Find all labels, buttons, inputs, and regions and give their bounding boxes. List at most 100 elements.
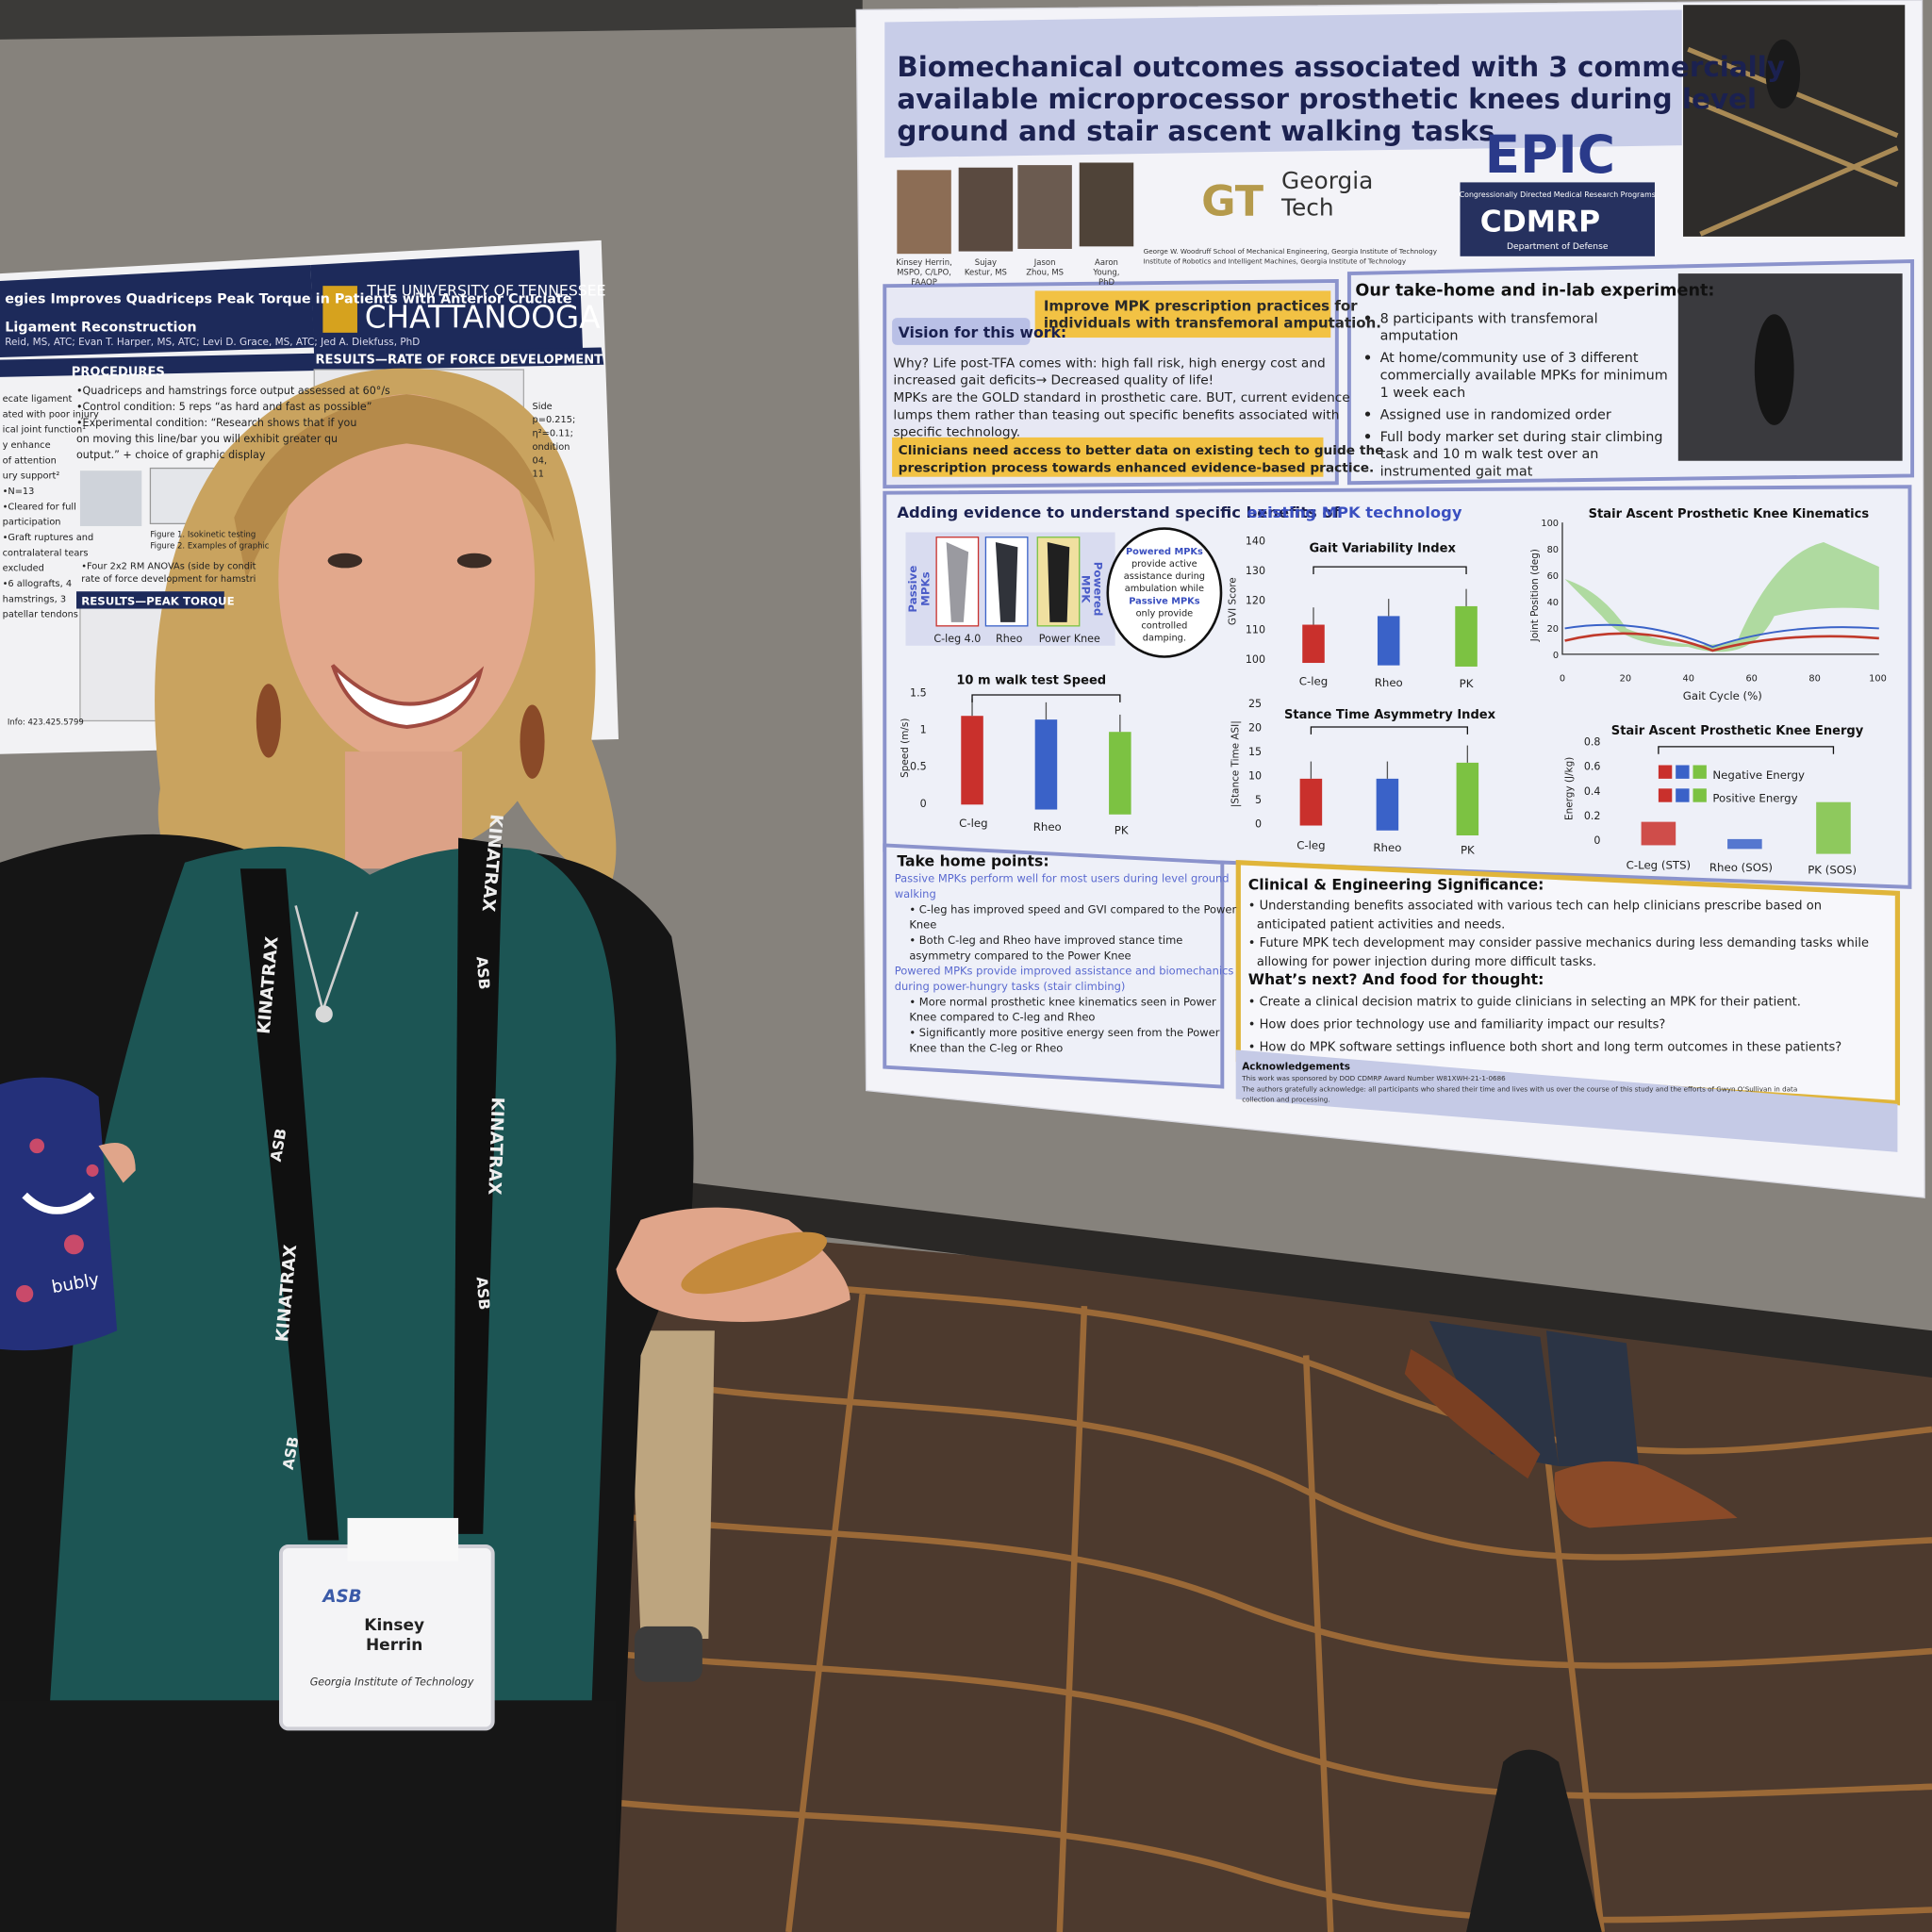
y-tick-label: 130: [1246, 565, 1265, 577]
kinematics-band-2: [1564, 632, 1879, 652]
y-tick-label: 100: [1246, 653, 1265, 666]
device-rheo-shape: [995, 541, 1018, 622]
left-column-line: contralateral tears: [3, 548, 89, 558]
bubble-line: ambulation while: [1125, 584, 1204, 594]
bar: [1455, 605, 1478, 667]
next-line: • Create a clinical decision matrix to g…: [1248, 995, 1801, 1009]
author-name: Jason: [1033, 258, 1056, 268]
y-tick-label: 40: [1547, 598, 1559, 608]
takehome-line: Knee than the C-leg or Rheo: [909, 1041, 1063, 1054]
vision-body: specific technology.: [893, 425, 1020, 440]
device-cleg-shape: [946, 541, 969, 622]
bubble-line: provide active: [1131, 559, 1197, 570]
epic-logo: EPIC: [1485, 124, 1615, 185]
y-tick-label: 25: [1248, 698, 1262, 710]
legend-swatch: [1658, 765, 1673, 779]
bystander-shoe: [634, 1626, 702, 1682]
axis-label: Speed (m/s): [900, 718, 911, 778]
stats-line: 04,: [533, 455, 548, 466]
poster-title: available microprocessor prosthetic knee…: [897, 83, 1757, 115]
evidence-highlight: existing MPK technology: [1247, 504, 1461, 521]
vision-callout: Clinicians need access to better data on…: [899, 443, 1384, 458]
author-name: Aaron: [1095, 258, 1118, 268]
author-name: Sujay: [975, 258, 997, 268]
cdmrp-tagline: Congressionally Directed Medical Researc…: [1460, 190, 1656, 199]
gt-logo: GT: [1201, 178, 1264, 226]
bar: [1456, 762, 1479, 835]
device-label: Rheo: [996, 633, 1023, 645]
passive-label: MPKs: [918, 571, 932, 605]
axis-label: |Stance Time ASI|: [1230, 720, 1241, 807]
x-tick-label: Rheo: [1375, 676, 1403, 689]
poster-title: Biomechanical outcomes associated with 3…: [897, 51, 1785, 83]
bubble: [1106, 527, 1223, 658]
left-column-line: •N=13: [3, 487, 35, 497]
affiliation: George W. Woodruff School of Mechanical …: [1144, 247, 1438, 256]
affiliation: Institute of Robotics and Intelligent Ma…: [1144, 257, 1407, 266]
bar: [1377, 616, 1400, 666]
author-name: Young,: [1092, 268, 1119, 277]
bullet-dot: [1364, 315, 1371, 321]
university-campus: CHATTANOOGA: [365, 300, 601, 336]
significance-bracket: [1313, 566, 1467, 574]
cdmrp-logo: CDMRP: [1480, 206, 1600, 239]
lanyard-org: ASB: [472, 955, 493, 990]
chart-title: Stair Ascent Prosthetic Knee Kinematics: [1589, 507, 1870, 521]
bubble-line: damping.: [1143, 634, 1186, 644]
y-tick-label: 10: [1248, 770, 1262, 783]
bar: [1034, 719, 1058, 810]
author-name: FAAOP: [911, 278, 937, 288]
bar: [1727, 838, 1762, 850]
x-tick-label: 80: [1808, 674, 1820, 685]
chart-title: Stance Time Asymmetry Index: [1284, 708, 1496, 722]
vision-goal: individuals with transfemoral amputation…: [1044, 315, 1381, 332]
y-tick-label: 0.6: [1584, 761, 1601, 773]
clinical-panel: [1235, 859, 1901, 1106]
y-tick-label: 0.8: [1584, 736, 1601, 749]
experiment-bullet: 1 week each: [1380, 386, 1466, 401]
bar: [1376, 778, 1399, 831]
y-tick-label: 0.5: [910, 761, 927, 773]
figure-caption: Figure 1. Isokinetic testing: [150, 531, 256, 540]
dod-label: Department of Defense: [1507, 242, 1609, 252]
lab-participant: [1754, 314, 1794, 425]
x-tick-label: PK: [1115, 824, 1129, 837]
carpet-pattern: [578, 1265, 1932, 1932]
x-tick-label: 0: [1560, 674, 1565, 685]
procedure-line: •Experimental condition: “Research shows…: [76, 417, 356, 429]
anova-line: rate of force development for hamstri: [81, 574, 256, 585]
vision-body: lumps them rather than teasing out speci…: [893, 407, 1339, 422]
vision-callout: prescription process towards enhanced ev…: [899, 460, 1375, 475]
x-tick-label: Rheo (SOS): [1709, 861, 1773, 874]
x-tick-label: PK: [1461, 844, 1475, 857]
device-label: Power Knee: [1039, 633, 1100, 645]
person: [0, 368, 850, 1932]
gt-wordmark: Tech: [1280, 194, 1334, 222]
x-tick-label: C-leg: [1296, 838, 1325, 851]
takehome-line: during power-hungry tasks (stair climbin…: [895, 980, 1126, 993]
x-tick-label: C-leg: [1299, 675, 1328, 688]
vision-body: increased gait deficits→ Decreased quali…: [893, 373, 1214, 388]
ack-line: collection and processing.: [1242, 1096, 1329, 1104]
bubble-line: controlled: [1141, 620, 1187, 631]
section-heading: RESULTS—PEAK TORQUE: [81, 595, 234, 608]
takehome-heading: Take home points:: [897, 852, 1049, 870]
legend-swatch: [1693, 765, 1707, 779]
clinical-line: • Understanding benefits associated with…: [1248, 899, 1822, 913]
legend-label: Negative Energy: [1712, 768, 1805, 782]
evidence-heading: Adding evidence to understand specific b…: [897, 504, 1340, 521]
left-column-line: excluded: [3, 564, 44, 574]
badge-first-name: Kinsey: [364, 1616, 424, 1635]
vision-goal: Improve MPK prescription practices for: [1044, 297, 1358, 314]
y-tick-label: 0.4: [1584, 785, 1601, 798]
kinematics-band-3: [1564, 623, 1879, 649]
left-column-line: ated with poor injury: [3, 409, 99, 420]
left-column-line: ical joint function¹: [3, 425, 87, 436]
badge-affiliation: Georgia Institute of Technology: [310, 1676, 474, 1689]
bar: [1299, 778, 1323, 826]
chart-title: 10 m walk test Speed: [956, 673, 1106, 687]
legend-label: Positive Energy: [1712, 792, 1797, 805]
x-tick-label: PK: [1460, 677, 1474, 690]
left-poster-header: [0, 264, 315, 357]
device-label: C-leg 4.0: [933, 633, 981, 645]
